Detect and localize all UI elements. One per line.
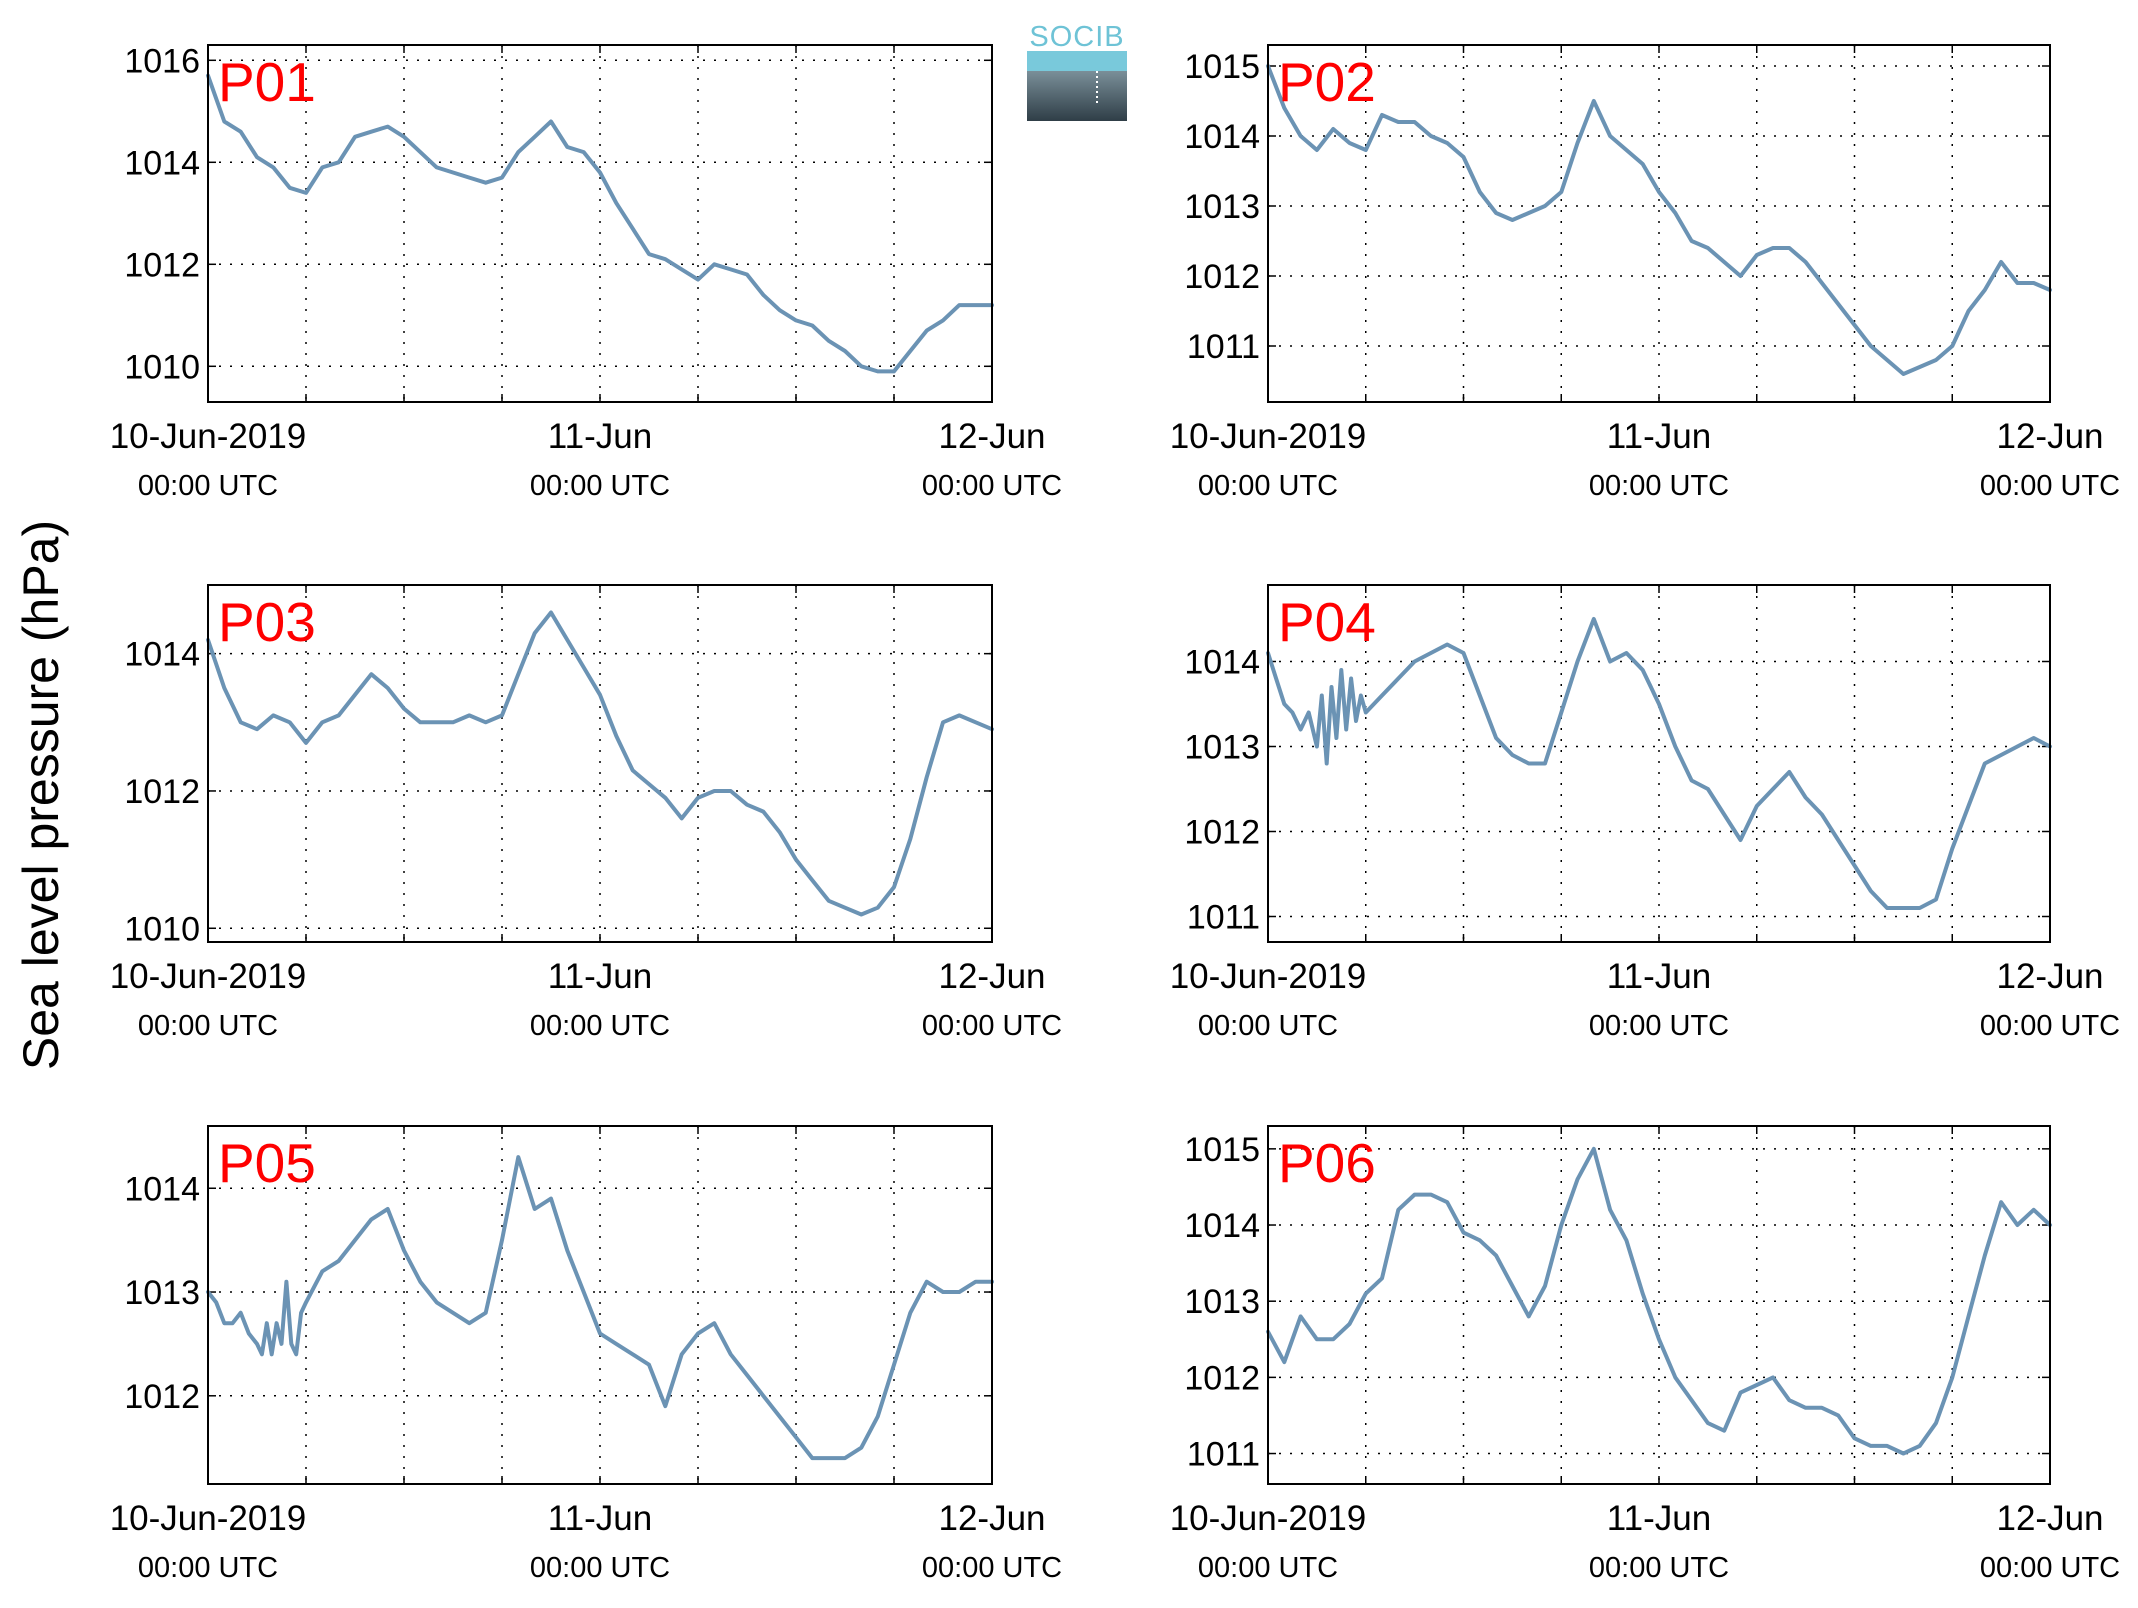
y-tick-label: 1011 [1187,1436,1260,1474]
y-tick-label: 1014 [124,1170,200,1208]
y-tick-label: 1014 [1184,118,1260,156]
x-tick-label: 11-Jun [548,1499,652,1538]
x-tick-label: 10-Jun-2019 [110,1499,307,1538]
x-tick-label: 10-Jun-2019 [110,417,307,456]
x-tick-sublabel: 00:00 UTC [530,1552,670,1584]
y-tick-label: 1011 [1187,328,1260,366]
x-tick-label: 12-Jun [1996,957,2103,996]
axes-frame [207,584,993,943]
panel-label: P03 [218,591,316,653]
panel-p03: 1010 1012 1014 10-Jun-2019 00:00 UTC 11-Jun 00… [110,584,1062,1042]
panel-label: P05 [218,1132,316,1194]
x-tick-sublabel: 00:00 UTC [530,1010,670,1042]
series-line [206,73,994,374]
x-tick-label: 11-Jun [548,417,652,456]
logo-text: SOCIB [1029,21,1124,53]
x-tick-label: 10-Jun-2019 [110,957,307,996]
y-tick-label: 1010 [124,348,200,386]
x-tick-sublabel: 00:00 UTC [138,1010,278,1042]
y-tick-label: 1012 [1184,258,1260,296]
x-tick-label: 11-Jun [548,957,652,996]
series-line [1266,64,2052,376]
x-tick-label: 10-Jun-2019 [1170,417,1367,456]
x-tick-sublabel: 00:00 UTC [1980,470,2120,502]
y-tick-label: 1012 [1184,1359,1260,1397]
x-tick-sublabel: 00:00 UTC [922,1010,1062,1042]
y-tick-label: 1013 [1184,188,1260,226]
x-tick-sublabel: 00:00 UTC [1198,470,1338,502]
y-tick-label: 1014 [124,636,200,674]
panel-label: P02 [1278,51,1376,113]
y-axis-label: Sea level pressure (hPa) [13,520,69,1070]
y-tick-label: 1015 [1184,48,1260,86]
x-tick-label: 10-Jun-2019 [1170,957,1367,996]
axes-frame [1267,44,2051,403]
x-tick-label: 12-Jun [1996,417,2103,456]
y-tick-label: 1012 [1184,814,1260,852]
x-tick-label: 10-Jun-2019 [1170,1499,1367,1538]
y-tick-label: 1011 [1187,899,1260,937]
axes-frame [207,1125,993,1485]
x-tick-label: 12-Jun [938,417,1045,456]
y-tick-label: 1013 [124,1274,200,1312]
panel-p04: 1011 1012 1013 1014 10-Jun-2019 00:00 UTC 11-J… [1170,584,2120,1042]
x-tick-sublabel: 00:00 UTC [922,470,1062,502]
panel-p02: 1011 1012 1013 1014 1015 10-Jun-2019 00:00 UTC… [1170,44,2120,502]
y-tick-label: 1014 [124,144,200,182]
panel-label: P04 [1278,591,1376,653]
x-tick-sublabel: 00:00 UTC [1980,1552,2120,1584]
series-line [1266,617,2052,910]
panel-label: P06 [1278,1132,1376,1194]
x-tick-sublabel: 00:00 UTC [138,470,278,502]
axes-frame [207,44,993,403]
x-tick-label: 11-Jun [1607,417,1711,456]
x-tick-sublabel: 00:00 UTC [1198,1010,1338,1042]
y-tick-label: 1013 [1184,1283,1260,1321]
x-tick-sublabel: 00:00 UTC [922,1552,1062,1584]
x-tick-label: 12-Jun [938,1499,1045,1538]
y-tick-label: 1012 [124,1378,200,1416]
series-line [206,1155,994,1461]
panel-p06: 1011 1012 1013 1014 1015 10-Jun-2019 00:00 UTC… [1170,1125,2120,1584]
series-line [1266,1146,2052,1456]
x-tick-label: 12-Jun [938,957,1045,996]
y-tick-label: 1013 [1184,729,1260,767]
y-tick-label: 1012 [124,773,200,811]
axes-frame [1267,1125,2051,1485]
y-tick-label: 1012 [124,246,200,284]
logo-body [1027,71,1127,121]
series-line [206,610,994,917]
logo-top-band [1027,51,1127,71]
x-tick-label: 12-Jun [1996,1499,2103,1538]
x-tick-label: 11-Jun [1607,1499,1711,1538]
x-tick-sublabel: 00:00 UTC [138,1552,278,1584]
y-tick-label: 1016 [124,42,200,80]
y-tick-label: 1015 [1184,1131,1260,1169]
panel-p05: 1012 1013 1014 10-Jun-2019 00:00 UTC 11-Jun 00… [110,1125,1062,1584]
x-tick-sublabel: 00:00 UTC [1589,1010,1729,1042]
x-tick-sublabel: 00:00 UTC [530,470,670,502]
x-tick-sublabel: 00:00 UTC [1980,1010,2120,1042]
y-tick-label: 1014 [1184,1207,1260,1245]
x-tick-sublabel: 00:00 UTC [1589,470,1729,502]
panel-p01: 1010 1012 1014 1016 10-Jun-2019 00:00 UTC 11-J… [110,42,1062,502]
y-tick-label: 1014 [1184,644,1260,682]
x-tick-sublabel: 00:00 UTC [1198,1552,1338,1584]
axes-frame [1267,584,2051,943]
y-tick-label: 1010 [124,910,200,948]
x-tick-sublabel: 00:00 UTC [1589,1552,1729,1584]
socib-logo: SOCIB [1027,21,1127,121]
x-tick-label: 11-Jun [1607,957,1711,996]
panel-label: P01 [218,51,316,113]
